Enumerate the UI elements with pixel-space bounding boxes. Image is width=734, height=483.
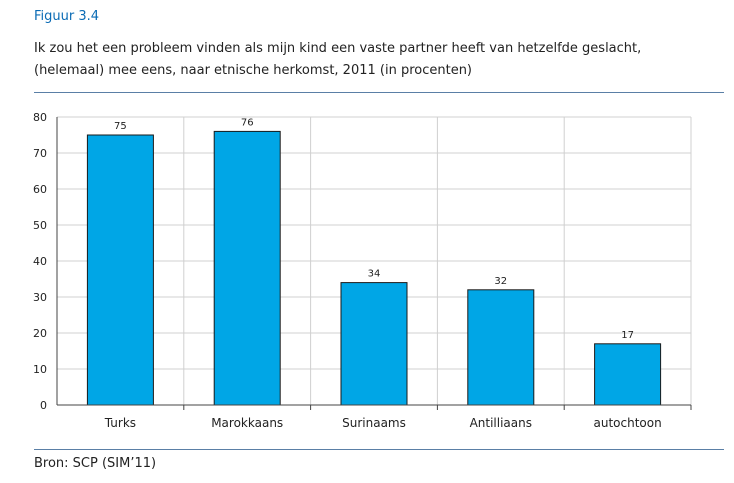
x-axis: Turks Marokkaans Surinaams Antilliaans autoc… — [57, 404, 692, 430]
y-tick-label: 40 — [33, 255, 47, 268]
bar-marokkaans — [213, 130, 281, 406]
x-tick-label: Antilliaans — [470, 416, 532, 430]
y-tick-label: 0 — [40, 399, 47, 412]
bar-turks — [86, 134, 154, 406]
y-axis: 0 10 20 30 40 50 60 70 80 — [33, 111, 58, 412]
y-tick-label: 60 — [33, 183, 47, 196]
title-line-2: (helemaal) mee eens, naar etnische herko… — [34, 63, 473, 78]
x-tick-label: autochtoon — [593, 416, 661, 430]
bottom-rule — [34, 449, 724, 450]
y-tick-label: 10 — [33, 363, 47, 376]
data-label: 34 — [368, 269, 381, 280]
y-tick-label: 50 — [33, 219, 47, 232]
bars: 75 76 34 32 17 — [86, 117, 662, 406]
bar-antilliaans — [467, 289, 535, 406]
y-tick-label: 20 — [33, 327, 47, 340]
bar-surinaams — [340, 282, 408, 406]
data-label: 17 — [621, 330, 634, 341]
source-note: Bron: SCP (SIM’11) — [34, 456, 157, 471]
figure-title: Ik zou het een probleem vinden als mijn … — [34, 38, 724, 82]
data-label: 32 — [494, 276, 507, 287]
top-rule — [34, 92, 724, 93]
data-label: 75 — [114, 121, 127, 132]
data-label: 76 — [241, 117, 254, 128]
title-line-1: Ik zou het een probleem vinden als mijn … — [34, 41, 642, 56]
gridlines — [57, 116, 692, 405]
x-tick-label: Turks — [104, 416, 136, 430]
bar-autochtoon — [594, 343, 662, 406]
x-tick-label: Surinaams — [342, 416, 406, 430]
y-tick-label: 30 — [33, 291, 47, 304]
y-tick-label: 80 — [33, 111, 47, 124]
y-tick-label: 70 — [33, 147, 47, 160]
figure-label: Figuur 3.4 — [34, 9, 100, 24]
x-tick-label: Marokkaans — [211, 416, 283, 430]
